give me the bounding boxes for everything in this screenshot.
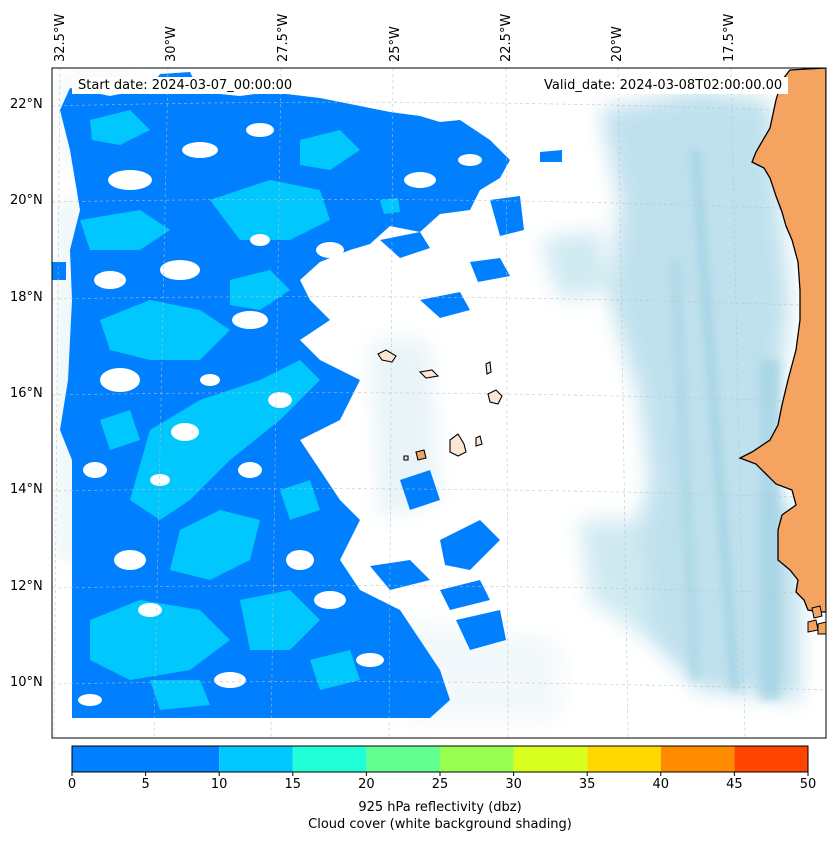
lon-label-27-5w: 27.5°W xyxy=(276,13,291,62)
colorbar-bin-7 xyxy=(660,746,735,772)
colorbar-title: 925 hPa reflectivity (dbz) xyxy=(358,800,522,815)
lat-label-14n: 14°N xyxy=(10,482,43,497)
island-bijagos xyxy=(811,605,823,619)
colorbar-bin-8 xyxy=(734,746,808,772)
lon-label-25w: 25°W xyxy=(388,26,403,62)
colorbar-bin-4 xyxy=(440,746,514,772)
land-west-africa xyxy=(738,68,826,613)
colorbar-bin-0 xyxy=(72,746,220,772)
lat-label-22n: 22°N xyxy=(10,97,43,112)
start-date-label: Start date: 2024-03-07_00:00:00 xyxy=(72,77,299,94)
lat-label-12n: 12°N xyxy=(10,579,43,594)
colorbar xyxy=(71,745,809,776)
colorbar-tick-label: 20 xyxy=(358,777,375,792)
colorbar-subtitle: Cloud cover (white background shading) xyxy=(308,817,572,832)
lon-label-32-5w: 32.5°W xyxy=(53,13,68,62)
colorbar-bin-2 xyxy=(292,746,367,772)
map-frame xyxy=(51,67,827,739)
gridlines xyxy=(52,68,826,738)
colorbar-tick-label: 35 xyxy=(578,777,596,792)
colorbar-bin-3 xyxy=(366,746,440,772)
colorbar-tick-label: 15 xyxy=(284,777,302,792)
colorbar-tick-label: 40 xyxy=(652,777,670,792)
lat-label-18n: 18°N xyxy=(10,290,43,305)
colorbar-bin-1 xyxy=(219,746,293,772)
colorbar-tick-label: 10 xyxy=(210,777,228,792)
lat-label-16n: 16°N xyxy=(10,386,43,401)
valid-date-label: Valid_date: 2024-03-08T02:00:00.00 xyxy=(538,77,789,94)
colorbar-tick-label: 30 xyxy=(505,777,522,792)
lon-label-20w: 20°W xyxy=(610,26,625,62)
lat-label-20n: 20°N xyxy=(10,193,43,208)
lon-label-22-5w: 22.5°W xyxy=(499,13,514,62)
colorbar-bin-5 xyxy=(513,746,588,772)
reflectivity-field xyxy=(52,72,562,718)
lon-label-17-5w: 17.5°W xyxy=(722,13,737,62)
colorbar-bin-6 xyxy=(587,746,661,772)
colorbar-tick-label: 0 xyxy=(67,777,77,792)
colorbar-tick-label: 50 xyxy=(799,777,817,792)
cape-verde-islands xyxy=(377,349,503,461)
colorbar-tick-label: 45 xyxy=(726,777,743,792)
colorbar-tick-label: 5 xyxy=(141,777,150,792)
lon-label-30w: 30°W xyxy=(164,26,179,62)
colorbar-tick-label: 25 xyxy=(431,777,449,792)
lat-label-10n: 10°N xyxy=(10,675,43,690)
